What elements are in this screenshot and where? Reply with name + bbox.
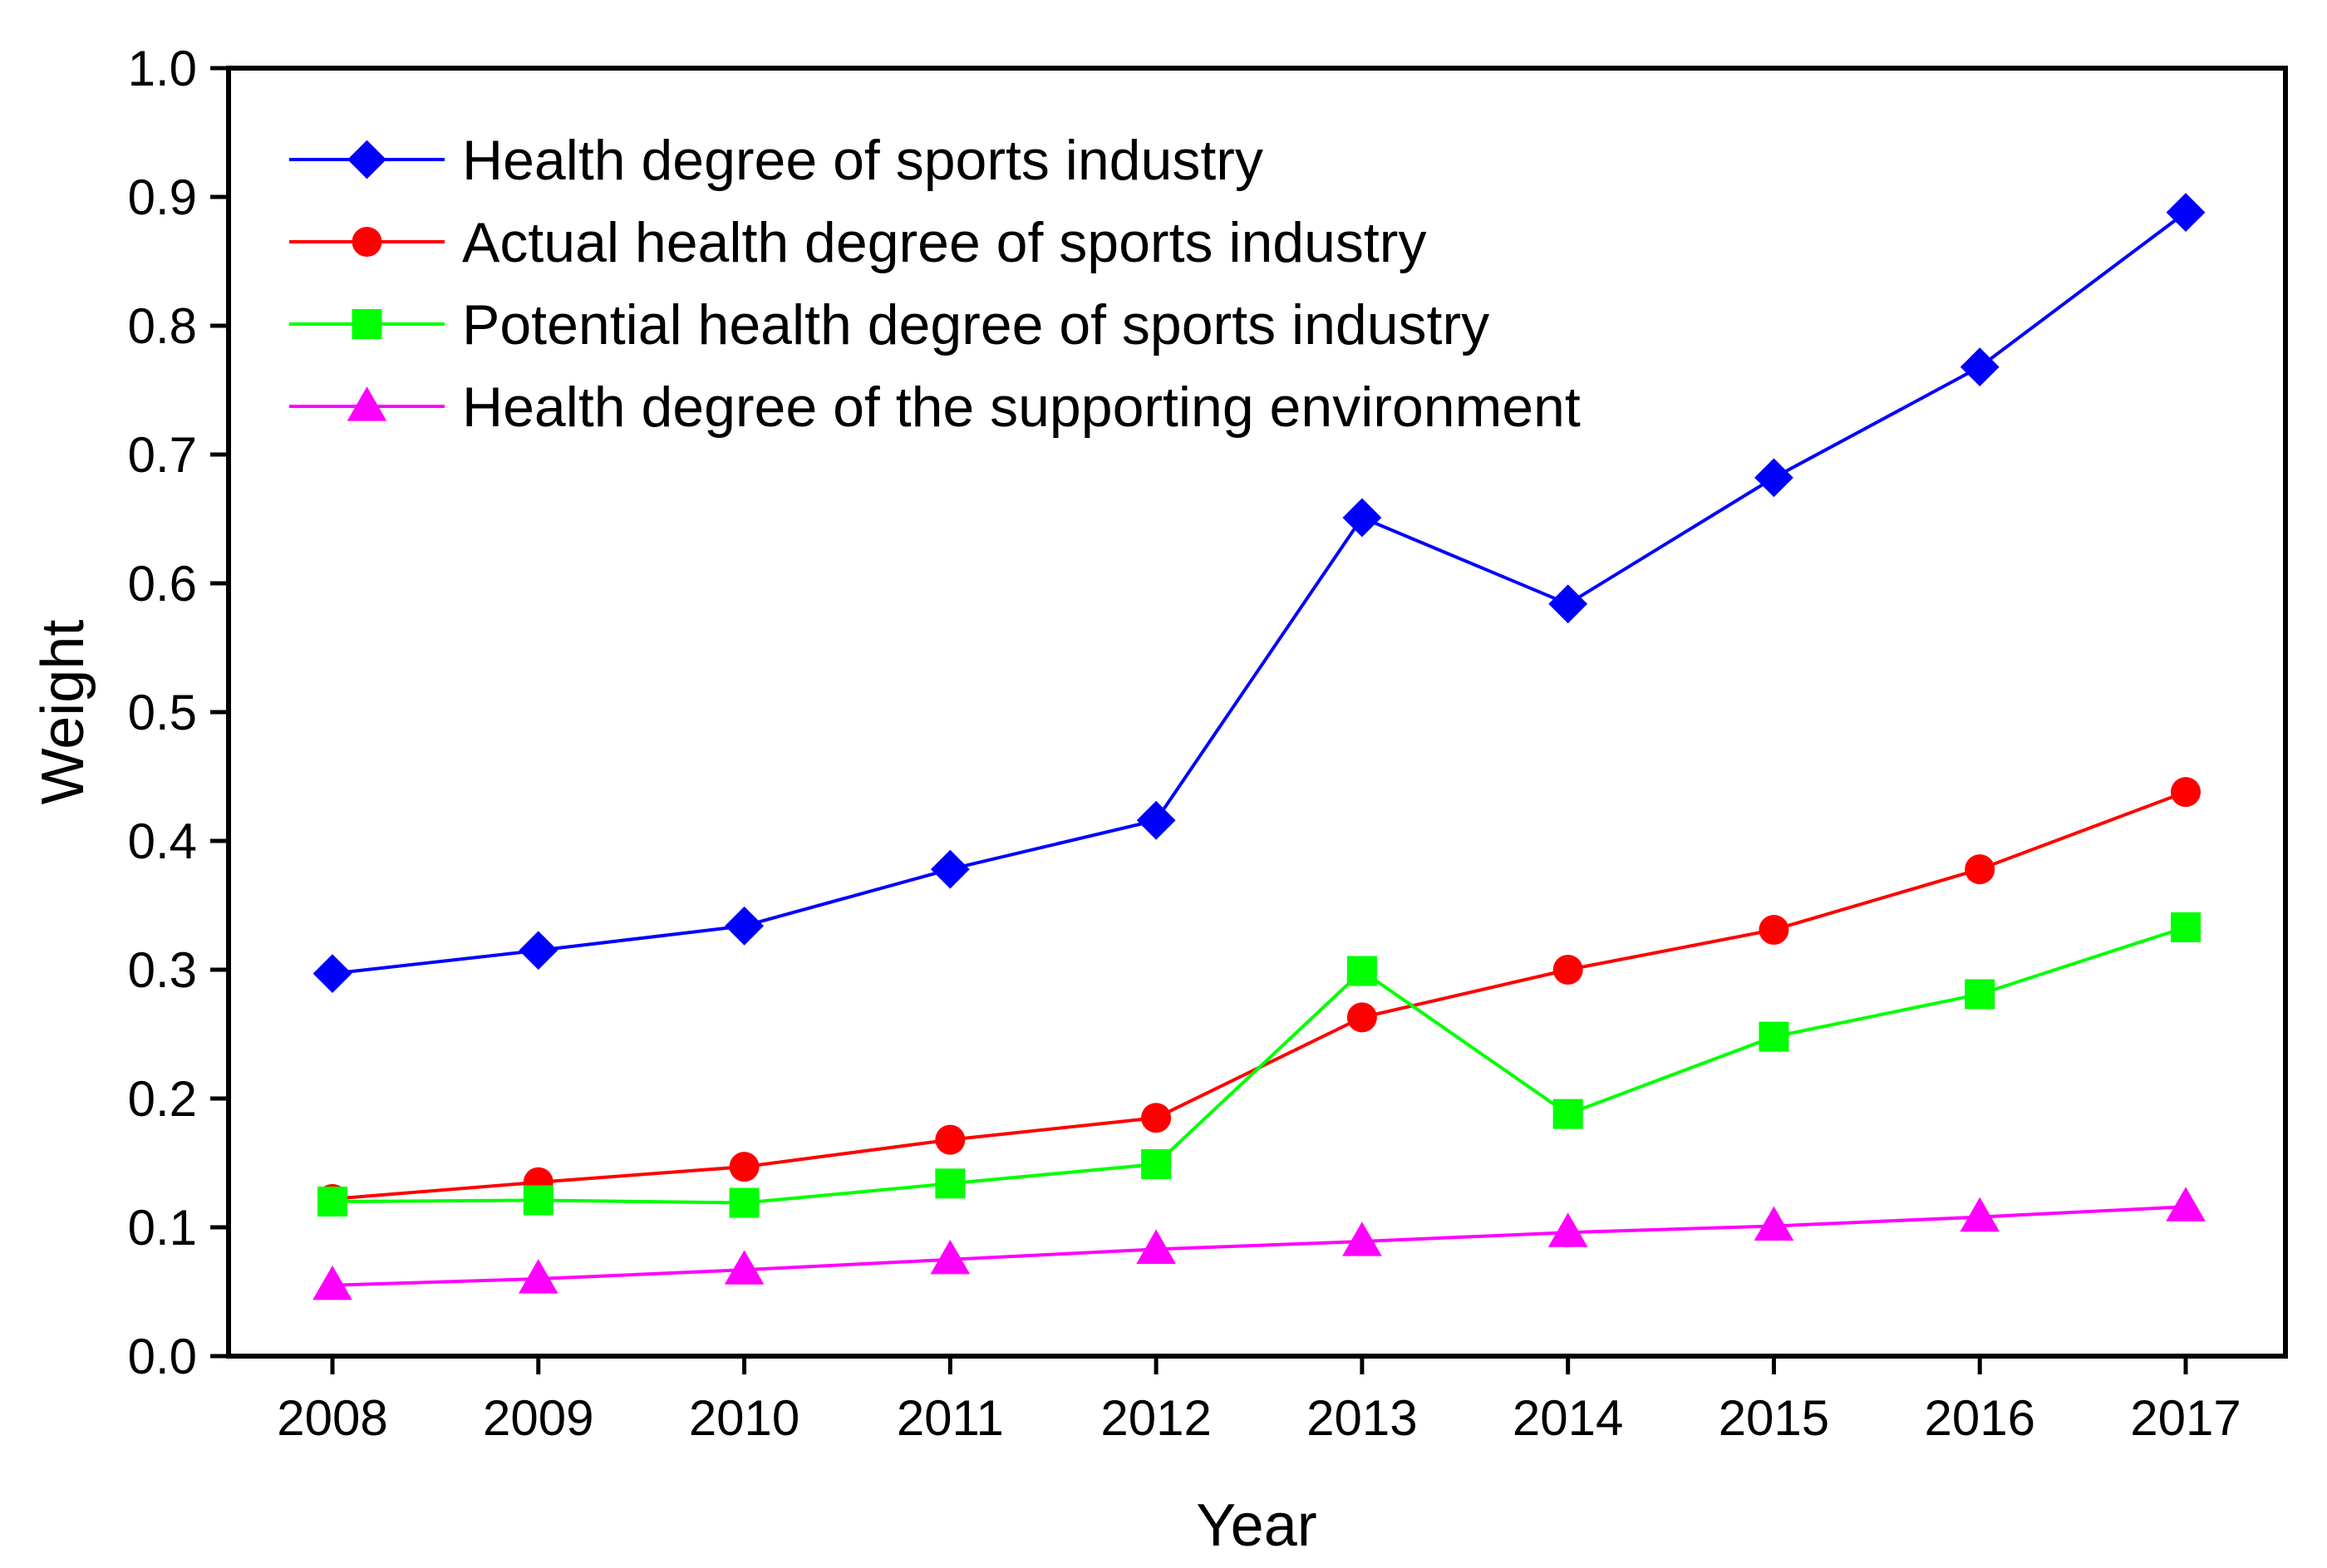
series-2 [317, 777, 2201, 1214]
y-tick-label: 0.5 [128, 685, 197, 740]
circle-marker [1346, 1002, 1377, 1033]
x-tick-label: 2013 [1306, 1390, 1417, 1446]
x-tick-label: 2014 [1513, 1390, 1623, 1446]
legend-item: Potential health degree of sports indust… [289, 293, 1489, 356]
square-marker [935, 1168, 966, 1199]
circle-marker [2171, 777, 2201, 808]
triangle-marker [347, 386, 387, 421]
y-tick-label: 1.0 [128, 41, 197, 96]
y-tick-label: 0.7 [128, 427, 197, 483]
triangle-marker [724, 1250, 765, 1285]
square-marker [729, 1187, 760, 1218]
diamond-marker [1136, 800, 1176, 840]
series-4 [312, 1187, 2206, 1300]
y-tick-label: 0.1 [128, 1200, 197, 1256]
triangle-marker [1136, 1229, 1176, 1264]
x-tick-label: 2010 [689, 1390, 799, 1446]
square-marker [2171, 912, 2201, 942]
legend-label: Health degree of sports industry [462, 129, 1263, 192]
x-tick-label: 2016 [1924, 1390, 2034, 1446]
x-tick-label: 2017 [2130, 1390, 2241, 1446]
series-group [312, 193, 2206, 1300]
legend-item: Actual health degree of sports industry [289, 211, 1426, 274]
x-axis-title: Year [1196, 1492, 1316, 1559]
series-line [332, 925, 2187, 1205]
x-tick-label: 2015 [1719, 1390, 1829, 1446]
circle-marker [1141, 1103, 1172, 1133]
y-tick-label: 0.3 [128, 942, 197, 998]
square-marker [352, 309, 382, 339]
y-tick-label: 0.2 [128, 1071, 197, 1127]
legend-item: Health degree of the supporting environm… [289, 376, 1581, 439]
circle-marker [729, 1152, 760, 1182]
legend: Health degree of sports industry Actual h… [289, 129, 1581, 439]
triangle-marker [518, 1259, 558, 1294]
triangle-marker [2166, 1187, 2206, 1221]
square-marker [317, 1187, 347, 1217]
diamond-marker [1342, 498, 1382, 538]
series-3 [317, 912, 2201, 1218]
square-marker [1141, 1149, 1172, 1180]
diamond-marker [1754, 458, 1793, 498]
triangle-marker [312, 1265, 352, 1300]
diamond-marker [1960, 347, 2000, 386]
diamond-marker [725, 906, 764, 946]
square-marker [1346, 956, 1377, 986]
x-tick-label: 2008 [277, 1390, 387, 1446]
circle-marker [1552, 955, 1583, 985]
y-tick-label: 0.4 [128, 813, 197, 869]
triangle-marker [930, 1239, 971, 1275]
circle-marker [1759, 914, 1789, 945]
square-marker [1552, 1099, 1583, 1129]
square-marker [523, 1185, 553, 1216]
circle-marker [935, 1124, 966, 1155]
legend-label: Potential health degree of sports indust… [462, 293, 1489, 356]
y-tick-label: 0.9 [128, 170, 197, 225]
diamond-marker [312, 954, 352, 994]
series-line [332, 211, 2187, 976]
y-axis-title: Weight [30, 620, 96, 805]
triangle-marker [1960, 1197, 2000, 1232]
series-1 [312, 193, 2206, 994]
triangle-marker [1547, 1212, 1588, 1247]
triangle-marker [1342, 1221, 1382, 1256]
triangle-marker [1754, 1206, 1794, 1241]
x-axis-ticks: 2008 2009 2010 2011 2012 2013 2014 2015 2016 2017 [277, 1356, 2241, 1446]
square-marker [1759, 1021, 1789, 1052]
diamond-marker [1548, 584, 1588, 624]
legend-label: Health degree of the supporting environm… [462, 376, 1581, 439]
y-tick-label: 0.8 [128, 298, 197, 354]
square-marker [1965, 979, 1995, 1010]
x-tick-label: 2011 [897, 1390, 1004, 1446]
diamond-marker [347, 140, 386, 179]
x-tick-label: 2012 [1100, 1390, 1211, 1446]
diamond-marker [2166, 193, 2206, 232]
legend-item: Health degree of sports industry [289, 129, 1263, 192]
y-tick-label: 0.0 [128, 1329, 197, 1384]
diamond-marker [930, 849, 970, 889]
diamond-marker [519, 931, 558, 971]
circle-marker [1965, 854, 1995, 885]
circle-marker [352, 227, 382, 257]
y-axis-ticks: 0.0 0.1 0.2 0.3 0.4 0.5 0.6 0.7 0.8 0.9 1.0 [128, 41, 229, 1384]
y-tick-label: 0.6 [128, 556, 197, 612]
series-line [332, 790, 2187, 1201]
legend-label: Actual health degree of sports industry [462, 211, 1426, 274]
series-line [332, 1205, 2187, 1287]
x-tick-label: 2009 [483, 1390, 593, 1446]
